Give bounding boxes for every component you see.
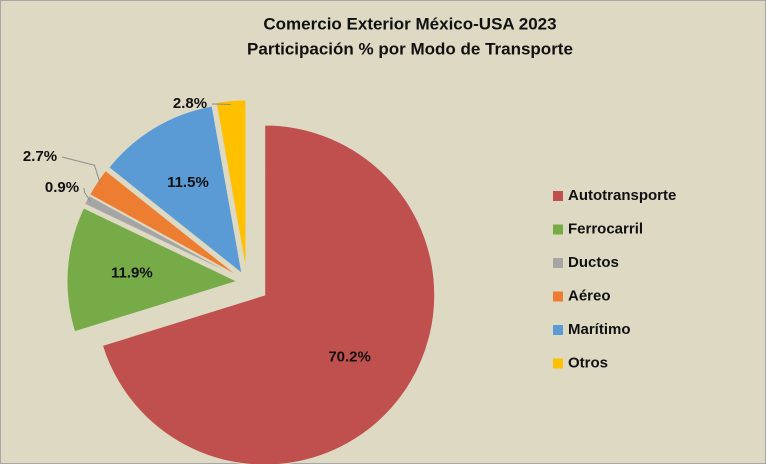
legend-label: Ductos [568,254,619,271]
data-label: 2.7% [23,148,57,165]
legend-swatch [553,258,563,268]
data-label: 0.9% [45,179,79,196]
pie-slice [108,105,243,275]
leader-line [83,187,91,202]
legend-swatch [553,358,563,369]
pie-slice [66,207,239,333]
legend-label: Aéreo [568,287,611,304]
data-label: 70.2% [328,348,371,365]
data-label: 2.8% [173,95,207,112]
legend-label: Autotransporte [568,187,676,204]
data-label: 11.5% [167,174,209,191]
pie-slice [215,99,247,271]
legend-swatch [553,224,563,235]
chart-subtitle: Participación % por Modo de Transporte [247,39,573,58]
pie-slice [101,124,436,464]
legend-swatch [553,325,563,335]
data-label: 11.9% [111,265,153,282]
pie-slice [84,194,239,278]
leader-line [211,103,232,106]
chart-title: Comercio Exterior México-USA 2023 [263,14,556,33]
leader-line [61,156,101,185]
pie-slice [89,169,239,277]
legend-label: Marítimo [568,321,631,338]
legend-swatch [553,291,563,302]
legend-label: Otros [568,354,608,371]
legend-label: Ferrocarril [568,220,643,237]
legend-swatch [553,191,563,201]
